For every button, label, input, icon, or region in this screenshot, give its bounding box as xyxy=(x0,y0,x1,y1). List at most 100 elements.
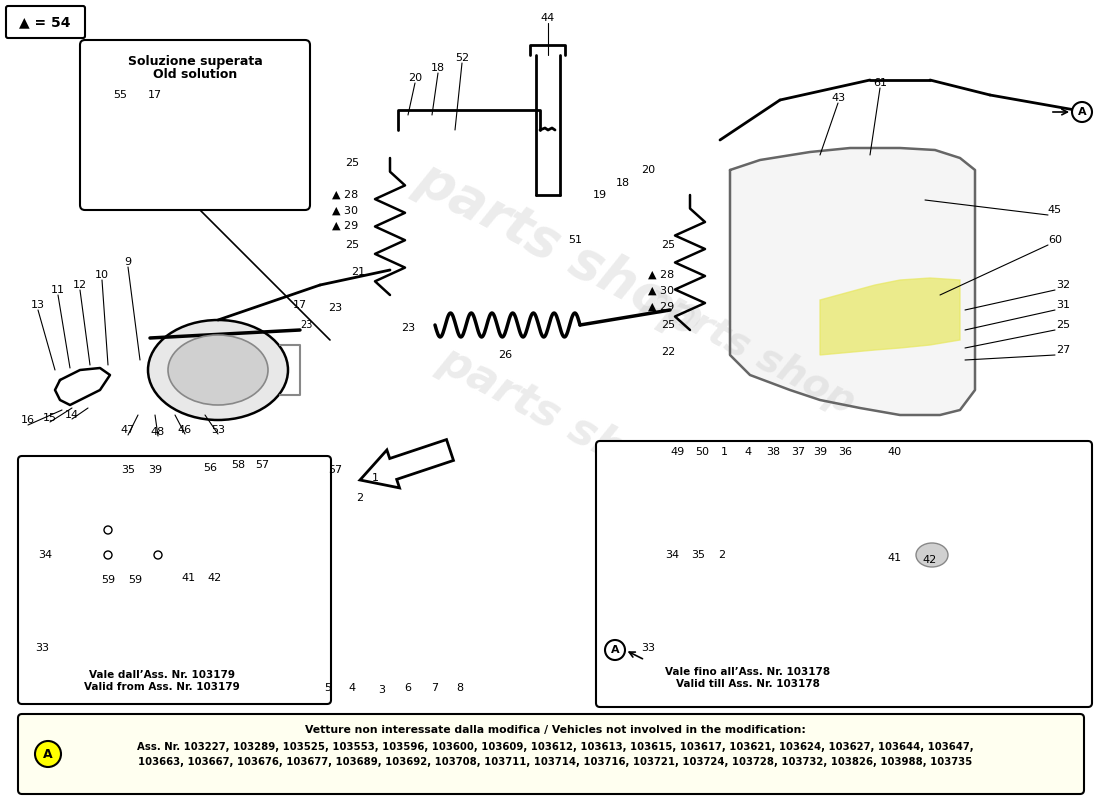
Text: 8: 8 xyxy=(456,683,463,693)
Text: Valid till Ass. Nr. 103178: Valid till Ass. Nr. 103178 xyxy=(676,679,820,689)
Text: 50: 50 xyxy=(695,447,710,457)
Text: ▲ 30: ▲ 30 xyxy=(332,206,358,216)
Text: 2: 2 xyxy=(356,493,364,503)
Text: Soluzione superata: Soluzione superata xyxy=(128,55,263,69)
Text: 27: 27 xyxy=(1056,345,1070,355)
Text: 6: 6 xyxy=(405,683,411,693)
Ellipse shape xyxy=(168,335,268,405)
Text: Vale dall’Ass. Nr. 103179: Vale dall’Ass. Nr. 103179 xyxy=(89,670,235,680)
Circle shape xyxy=(154,551,162,559)
Text: 18: 18 xyxy=(616,178,630,188)
Text: 14: 14 xyxy=(65,410,79,420)
Text: 60: 60 xyxy=(1048,235,1062,245)
Text: parts shop: parts shop xyxy=(638,278,862,422)
Text: 25: 25 xyxy=(345,240,359,250)
Text: 15: 15 xyxy=(43,413,57,423)
Text: ▲ 29: ▲ 29 xyxy=(332,221,359,231)
FancyArrow shape xyxy=(360,439,453,488)
Text: 40: 40 xyxy=(888,447,902,457)
Text: 1: 1 xyxy=(720,447,727,457)
Text: 51: 51 xyxy=(568,235,582,245)
Text: 2: 2 xyxy=(718,550,726,560)
Text: 34: 34 xyxy=(37,550,52,560)
Text: 42: 42 xyxy=(923,555,937,565)
Text: 43: 43 xyxy=(830,93,845,103)
Text: ▲ = 54: ▲ = 54 xyxy=(20,15,70,29)
Text: parts shop: parts shop xyxy=(431,338,689,502)
Text: 32: 32 xyxy=(1056,280,1070,290)
FancyBboxPatch shape xyxy=(6,6,85,38)
Text: Valid from Ass. Nr. 103179: Valid from Ass. Nr. 103179 xyxy=(84,682,240,692)
Circle shape xyxy=(266,139,278,151)
Text: 16: 16 xyxy=(21,415,35,425)
Text: 23: 23 xyxy=(328,303,342,313)
Text: 59: 59 xyxy=(128,575,142,585)
Text: 25: 25 xyxy=(661,240,675,250)
Text: 35: 35 xyxy=(691,550,705,560)
Text: 39: 39 xyxy=(147,465,162,475)
Text: 3: 3 xyxy=(378,685,385,695)
Text: 4: 4 xyxy=(745,447,751,457)
Text: Vetture non interessate dalla modifica / Vehicles not involved in the modificati: Vetture non interessate dalla modifica /… xyxy=(305,725,805,735)
Text: 20: 20 xyxy=(641,165,656,175)
FancyBboxPatch shape xyxy=(18,714,1083,794)
Text: 103663, 103667, 103676, 103677, 103689, 103692, 103708, 103711, 103714, 103716, : 103663, 103667, 103676, 103677, 103689, … xyxy=(138,757,972,767)
Text: A: A xyxy=(610,645,619,655)
Text: ▲ 28: ▲ 28 xyxy=(332,190,359,200)
Text: ▲ 30: ▲ 30 xyxy=(648,286,674,296)
Text: 38: 38 xyxy=(766,447,780,457)
Text: 42: 42 xyxy=(208,573,222,583)
Text: 37: 37 xyxy=(791,447,805,457)
Text: Vale fino all’Ass. Nr. 103178: Vale fino all’Ass. Nr. 103178 xyxy=(666,667,830,677)
Text: 52: 52 xyxy=(455,53,469,63)
Text: 17: 17 xyxy=(293,300,307,310)
Text: 10: 10 xyxy=(95,270,109,280)
Text: 25: 25 xyxy=(661,320,675,330)
Text: 22: 22 xyxy=(661,347,675,357)
Text: 33: 33 xyxy=(35,643,50,653)
Circle shape xyxy=(104,526,112,534)
Text: 49: 49 xyxy=(671,447,685,457)
Text: 23: 23 xyxy=(400,323,415,333)
Circle shape xyxy=(104,551,112,559)
Text: 58: 58 xyxy=(231,460,245,470)
Circle shape xyxy=(35,741,60,767)
Text: 45: 45 xyxy=(1048,205,1063,215)
Circle shape xyxy=(605,640,625,660)
Text: 41: 41 xyxy=(180,573,195,583)
Text: 47: 47 xyxy=(121,425,135,435)
Text: 25: 25 xyxy=(1056,320,1070,330)
Polygon shape xyxy=(820,278,960,355)
Text: 48: 48 xyxy=(151,427,165,437)
Polygon shape xyxy=(730,148,975,415)
Text: 41: 41 xyxy=(888,553,902,563)
Text: 34: 34 xyxy=(664,550,679,560)
Ellipse shape xyxy=(916,543,948,567)
Text: 59: 59 xyxy=(101,575,116,585)
Text: Ass. Nr. 103227, 103289, 103525, 103553, 103596, 103600, 103609, 103612, 103613,: Ass. Nr. 103227, 103289, 103525, 103553,… xyxy=(136,742,974,752)
Text: Old solution: Old solution xyxy=(153,69,238,82)
Circle shape xyxy=(1072,102,1092,122)
Text: 20: 20 xyxy=(408,73,422,83)
Text: 25: 25 xyxy=(345,158,359,168)
Text: 12: 12 xyxy=(73,280,87,290)
Text: 33: 33 xyxy=(641,643,654,653)
Text: 23: 23 xyxy=(300,320,312,330)
FancyBboxPatch shape xyxy=(596,441,1092,707)
Text: 44: 44 xyxy=(541,13,556,23)
FancyBboxPatch shape xyxy=(80,40,310,210)
Text: 7: 7 xyxy=(431,683,439,693)
Text: 46: 46 xyxy=(178,425,192,435)
Text: 36: 36 xyxy=(838,447,853,457)
Text: ▲ 28: ▲ 28 xyxy=(648,270,674,280)
Text: 57: 57 xyxy=(255,460,270,470)
Ellipse shape xyxy=(908,536,956,574)
Text: 35: 35 xyxy=(121,465,135,475)
Text: 31: 31 xyxy=(1056,300,1070,310)
Circle shape xyxy=(94,146,106,158)
Text: 57: 57 xyxy=(328,465,342,475)
Text: 11: 11 xyxy=(51,285,65,295)
FancyBboxPatch shape xyxy=(18,456,331,704)
Text: 18: 18 xyxy=(431,63,446,73)
Text: ▲ 29: ▲ 29 xyxy=(648,302,674,312)
